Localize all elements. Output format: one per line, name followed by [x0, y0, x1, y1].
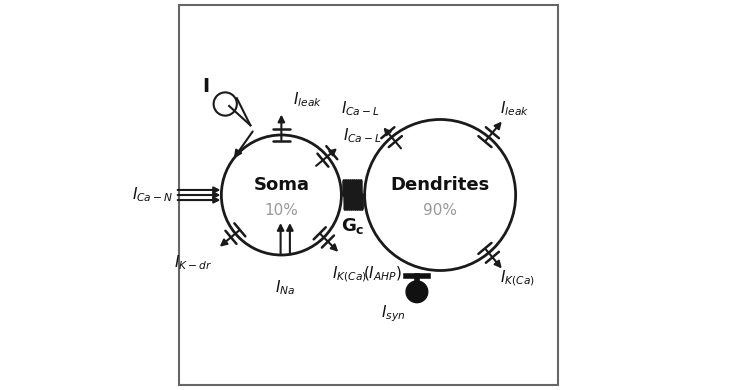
- Circle shape: [221, 135, 341, 255]
- Text: Dendrites: Dendrites: [391, 176, 490, 194]
- Text: $I_{leak}$: $I_{leak}$: [500, 99, 529, 118]
- Text: $I_{K(Ca)}$: $I_{K(Ca)}$: [500, 268, 535, 288]
- Text: 10%: 10%: [265, 203, 298, 218]
- Text: 90%: 90%: [423, 203, 457, 218]
- Text: $I_{K-dr}$: $I_{K-dr}$: [174, 253, 212, 272]
- Text: $\mathbf{I}$: $\mathbf{I}$: [202, 77, 209, 96]
- Text: $\mathbf{G}_\mathbf{c}$: $\mathbf{G}_\mathbf{c}$: [341, 216, 365, 236]
- Text: $I_{Ca-L}$: $I_{Ca-L}$: [343, 126, 382, 145]
- Text: Soma: Soma: [254, 176, 310, 194]
- Text: $I_{Na}$: $I_{Na}$: [275, 278, 296, 297]
- Text: $(I_{AHP})$: $(I_{AHP})$: [363, 264, 402, 283]
- Text: $I_{leak}$: $I_{leak}$: [293, 91, 322, 110]
- Text: $I_{Ca-N}$: $I_{Ca-N}$: [132, 186, 173, 204]
- Circle shape: [365, 119, 516, 271]
- Text: $I_{K(Ca)}$: $I_{K(Ca)}$: [332, 264, 366, 284]
- Text: $I_{syn}$: $I_{syn}$: [382, 303, 406, 324]
- Text: $I_{Ca-L}$: $I_{Ca-L}$: [341, 99, 380, 118]
- Circle shape: [406, 281, 427, 303]
